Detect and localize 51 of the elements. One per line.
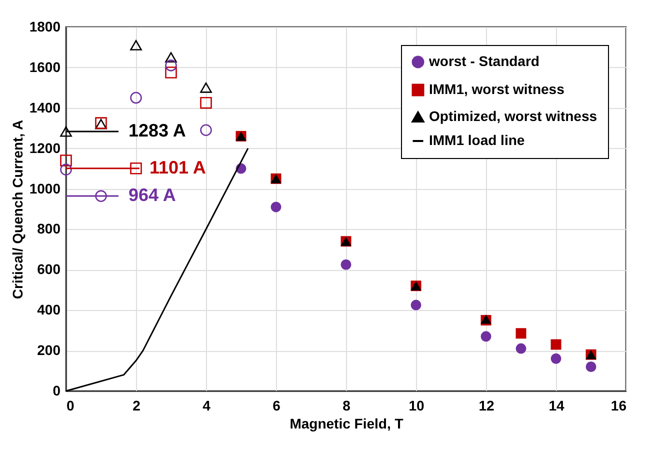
point — [270, 202, 282, 212]
point — [516, 343, 526, 354]
x-tick-label: 6 — [272, 398, 281, 414]
point — [95, 190, 107, 202]
y-axis-title: Critical/ Quench Current, A — [9, 120, 26, 300]
x-tick-label: 0 — [66, 398, 74, 414]
x-tick-label: 10 — [408, 398, 424, 414]
annotation: 1283 A — [128, 120, 186, 141]
point — [165, 60, 177, 72]
y-tick-label: 1400 — [29, 99, 61, 116]
x-tick-label: 8 — [342, 398, 351, 414]
y-tick-label: 1000 — [29, 180, 61, 196]
x-tick-label: 16 — [610, 398, 627, 414]
y-tick-label: 1800 — [29, 18, 61, 34]
legend-label: IMM1, worst witness — [429, 81, 565, 97]
point — [130, 40, 142, 50]
point — [550, 353, 562, 364]
x-tick-label: 2 — [132, 398, 141, 414]
legend-label: worst - Standard — [428, 53, 540, 69]
y-tick-label: 600 — [37, 261, 61, 278]
point — [516, 328, 526, 339]
x-tick-label: 4 — [202, 398, 211, 414]
point — [200, 96, 212, 109]
point — [200, 124, 212, 136]
x-tick-label: 12 — [478, 398, 494, 414]
line-series — [65, 148, 249, 392]
point — [130, 92, 142, 104]
annotation: 1101 A — [150, 157, 206, 178]
legend-label: Optimized, worst witness — [429, 108, 598, 124]
legend-label: IMM1 load line — [429, 132, 525, 148]
y-tick-label: 400 — [37, 302, 61, 318]
point — [550, 339, 562, 350]
point — [410, 300, 422, 310]
point — [165, 66, 177, 78]
point — [130, 162, 142, 174]
point — [200, 82, 212, 93]
y-tick-label: 200 — [37, 342, 61, 358]
x-tick-label: 14 — [548, 398, 564, 414]
annotation: 964 A — [128, 185, 176, 206]
point — [60, 154, 72, 166]
point — [60, 164, 72, 176]
y-tick-label: 0 — [52, 382, 61, 398]
x-axis-title: Magnetic Field, T — [290, 416, 404, 432]
point — [340, 259, 352, 270]
point — [480, 331, 492, 342]
point — [60, 126, 72, 137]
point — [586, 362, 596, 372]
point — [165, 52, 177, 63]
y-tick-label: 800 — [37, 220, 61, 237]
y-tick-label: 1600 — [29, 58, 61, 75]
y-tick-label: 1200 — [29, 140, 61, 156]
